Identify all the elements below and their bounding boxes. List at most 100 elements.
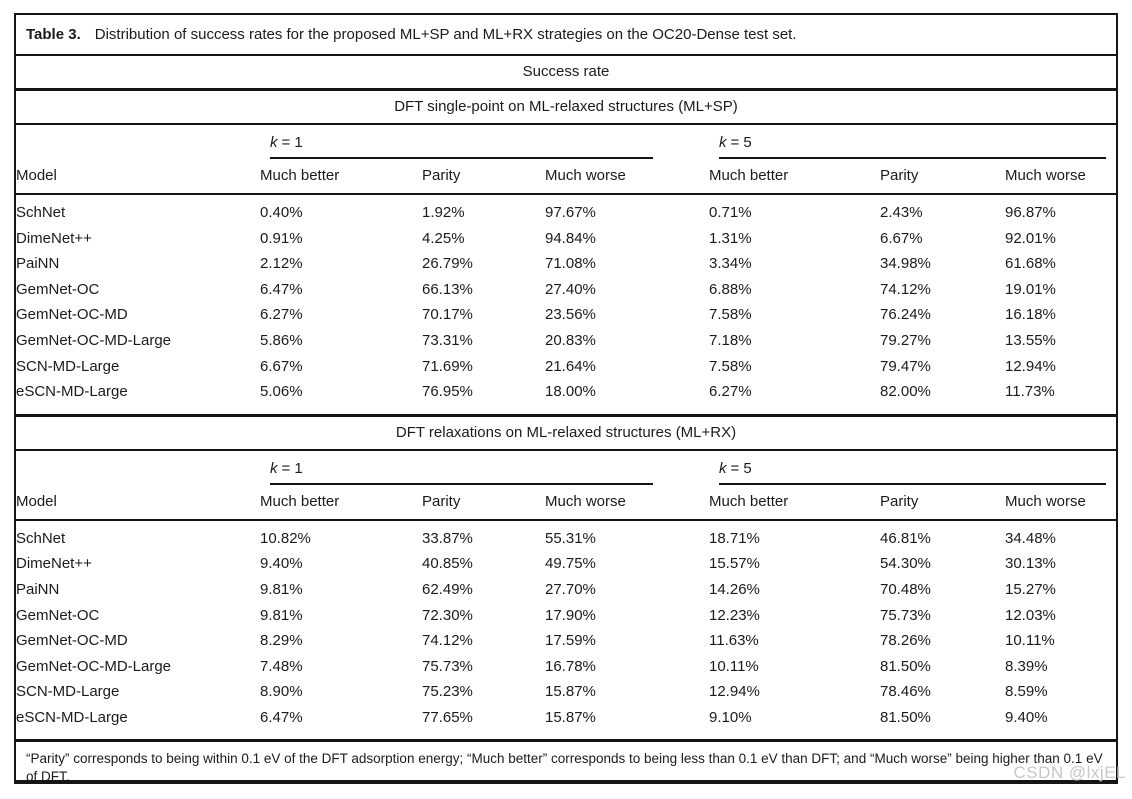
value-much-better-k1: 0.91% xyxy=(260,229,303,247)
value-much-worse-k5: 12.03% xyxy=(1005,606,1056,624)
value-much-better-k5: 12.23% xyxy=(709,606,760,624)
value-much-worse-k5: 16.18% xyxy=(1005,306,1056,324)
section-title-mlrx-label: DFT relaxations on ML-relaxed structures… xyxy=(395,423,737,441)
col-header-model: Model xyxy=(16,492,57,510)
model-name: PaiNN xyxy=(16,580,60,598)
value-parity-k5: 54.30% xyxy=(880,555,931,573)
col-header-much-worse-k1: Much worse xyxy=(545,492,626,510)
col-header-much-better-k1: Much better xyxy=(260,166,340,184)
table-row: GemNet-OC-MD 8.29% 74.12% 17.59% 11.63% … xyxy=(16,628,1116,654)
value-parity-k1: 70.17% xyxy=(422,306,473,324)
value-parity-k5: 2.43% xyxy=(880,204,923,222)
value-much-worse-k5: 15.27% xyxy=(1005,580,1056,598)
value-much-better-k1: 8.90% xyxy=(260,683,303,701)
value-much-better-k5: 6.88% xyxy=(709,280,752,298)
value-parity-k1: 74.12% xyxy=(422,632,473,650)
model-name: SCN-MD-Large xyxy=(16,357,120,375)
value-much-worse-k1: 27.40% xyxy=(545,280,596,298)
mlrx-rows: SchNet 10.82% 33.87% 55.31% 18.71% 46.81… xyxy=(16,521,1116,743)
value-much-better-k5: 7.58% xyxy=(709,306,752,324)
k1-group-header: k = 1 xyxy=(270,460,653,485)
value-much-worse-k1: 71.08% xyxy=(545,255,596,273)
table-row: GemNet-OC-MD-Large 5.86% 73.31% 20.83% 7… xyxy=(16,328,1116,354)
value-much-better-k1: 5.06% xyxy=(260,383,303,401)
k5-value: = 5 xyxy=(730,133,752,151)
value-much-better-k5: 0.71% xyxy=(709,204,752,222)
col-header-much-worse-k1: Much worse xyxy=(545,166,626,184)
value-much-worse-k5: 96.87% xyxy=(1005,204,1056,222)
model-name: eSCN-MD-Large xyxy=(16,383,128,401)
value-much-better-k5: 11.63% xyxy=(709,632,759,650)
value-much-better-k5: 15.57% xyxy=(709,555,760,573)
value-much-worse-k1: 17.90% xyxy=(545,606,596,624)
value-much-better-k5: 10.11% xyxy=(709,657,759,675)
value-parity-k1: 33.87% xyxy=(422,529,473,547)
value-parity-k5: 79.27% xyxy=(880,332,931,350)
table-row: GemNet-OC-MD 6.27% 70.17% 23.56% 7.58% 7… xyxy=(16,302,1116,328)
value-parity-k1: 71.69% xyxy=(422,357,473,375)
value-much-worse-k1: 21.64% xyxy=(545,357,596,375)
k-symbol: k xyxy=(270,133,278,151)
section-title-mlsp-label: DFT single-point on ML-relaxed structure… xyxy=(394,97,738,115)
value-much-worse-k5: 9.40% xyxy=(1005,708,1048,726)
value-much-better-k1: 8.29% xyxy=(260,632,303,650)
value-much-better-k1: 6.27% xyxy=(260,306,303,324)
col-header-model: Model xyxy=(16,166,57,184)
table-row: PaiNN 9.81% 62.49% 27.70% 14.26% 70.48% … xyxy=(16,577,1116,603)
value-much-better-k1: 6.47% xyxy=(260,280,303,298)
col-header-much-worse-k5: Much worse xyxy=(1005,166,1086,184)
value-parity-k1: 76.95% xyxy=(422,383,473,401)
table-row: SchNet 0.40% 1.92% 97.67% 0.71% 2.43% 96… xyxy=(16,200,1116,226)
table-row: GemNet-OC 9.81% 72.30% 17.90% 12.23% 75.… xyxy=(16,602,1116,628)
value-parity-k5: 82.00% xyxy=(880,383,931,401)
value-much-worse-k5: 34.48% xyxy=(1005,529,1056,547)
value-much-worse-k5: 19.01% xyxy=(1005,280,1056,298)
col-header-parity-k1: Parity xyxy=(422,492,461,510)
model-name: GemNet-OC-MD-Large xyxy=(16,332,172,350)
col-header-much-better-k1: Much better xyxy=(260,492,340,510)
model-name: GemNet-OC xyxy=(16,606,100,624)
value-much-worse-k1: 97.67% xyxy=(545,204,596,222)
value-much-better-k5: 7.58% xyxy=(709,357,752,375)
value-parity-k5: 81.50% xyxy=(880,657,931,675)
k-group-row: k = 1 k = 5 xyxy=(26,451,1106,485)
value-parity-k1: 72.30% xyxy=(422,606,473,624)
col-header-parity-k1: Parity xyxy=(422,166,461,184)
table-row: DimeNet++ 0.91% 4.25% 94.84% 1.31% 6.67%… xyxy=(16,225,1116,251)
value-much-worse-k5: 10.11% xyxy=(1005,632,1055,650)
value-much-better-k1: 2.12% xyxy=(260,255,303,273)
value-parity-k5: 74.12% xyxy=(880,280,931,298)
value-much-worse-k1: 23.56% xyxy=(545,306,596,324)
csdn-watermark: CSDN @lxjEL xyxy=(1013,763,1126,782)
value-parity-k5: 79.47% xyxy=(880,357,931,375)
model-name: GemNet-OC-MD xyxy=(16,632,128,650)
value-parity-k1: 75.73% xyxy=(422,657,473,675)
value-much-worse-k1: 18.00% xyxy=(545,383,596,401)
value-parity-k5: 78.26% xyxy=(880,632,931,650)
value-much-worse-k1: 20.83% xyxy=(545,332,596,350)
value-parity-k1: 26.79% xyxy=(422,255,473,273)
value-much-better-k1: 6.47% xyxy=(260,708,303,726)
k5-group-header: k = 5 xyxy=(719,134,1106,159)
value-much-worse-k1: 16.78% xyxy=(545,657,596,675)
value-much-worse-k5: 13.55% xyxy=(1005,332,1056,350)
table-caption: Table 3. Distribution of success rates fo… xyxy=(16,15,1116,56)
col-header-parity-k5: Parity xyxy=(880,492,919,510)
value-much-better-k1: 0.40% xyxy=(260,204,303,222)
table-row: SchNet 10.82% 33.87% 55.31% 18.71% 46.81… xyxy=(16,526,1116,552)
value-much-better-k1: 5.86% xyxy=(260,332,303,350)
table-row: SCN-MD-Large 8.90% 75.23% 15.87% 12.94% … xyxy=(16,679,1116,705)
value-much-worse-k5: 8.59% xyxy=(1005,683,1048,701)
value-parity-k1: 1.92% xyxy=(422,204,465,222)
table-row: DimeNet++ 9.40% 40.85% 49.75% 15.57% 54.… xyxy=(16,551,1116,577)
section-title-mlrx: DFT relaxations on ML-relaxed structures… xyxy=(16,417,1116,451)
value-parity-k1: 75.23% xyxy=(422,683,473,701)
value-parity-k5: 76.24% xyxy=(880,306,931,324)
col-header-much-better-k5: Much better xyxy=(709,492,789,510)
value-much-worse-k5: 61.68% xyxy=(1005,255,1056,273)
col-header-much-worse-k5: Much worse xyxy=(1005,492,1086,510)
k-symbol: k xyxy=(719,459,727,477)
value-parity-k1: 62.49% xyxy=(422,580,473,598)
model-name: GemNet-OC-MD-Large xyxy=(16,657,172,675)
